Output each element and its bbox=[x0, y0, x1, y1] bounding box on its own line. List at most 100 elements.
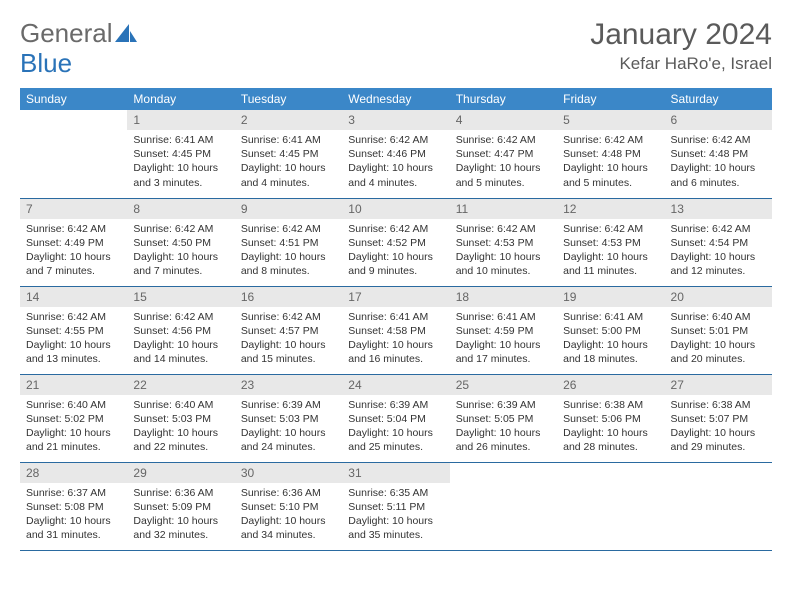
sunrise-text: Sunrise: 6:41 AM bbox=[456, 310, 551, 324]
day-number: 13 bbox=[665, 199, 772, 219]
day-header: Sunday bbox=[20, 88, 127, 110]
day-content: Sunrise: 6:42 AMSunset: 4:50 PMDaylight:… bbox=[127, 219, 234, 284]
daylight-text-1: Daylight: 10 hours bbox=[133, 161, 228, 175]
daylight-text-1: Daylight: 10 hours bbox=[348, 161, 443, 175]
sunrise-text: Sunrise: 6:42 AM bbox=[26, 310, 121, 324]
day-content: Sunrise: 6:40 AMSunset: 5:03 PMDaylight:… bbox=[127, 395, 234, 460]
day-number: 25 bbox=[450, 375, 557, 395]
day-content: Sunrise: 6:39 AMSunset: 5:05 PMDaylight:… bbox=[450, 395, 557, 460]
daylight-text-1: Daylight: 10 hours bbox=[241, 250, 336, 264]
day-content: Sunrise: 6:39 AMSunset: 5:04 PMDaylight:… bbox=[342, 395, 449, 460]
daylight-text-2: and 11 minutes. bbox=[563, 264, 658, 278]
day-number: 14 bbox=[20, 287, 127, 307]
day-number: 31 bbox=[342, 463, 449, 483]
day-cell: 8Sunrise: 6:42 AMSunset: 4:50 PMDaylight… bbox=[127, 198, 234, 286]
day-number: 12 bbox=[557, 199, 664, 219]
daylight-text-2: and 26 minutes. bbox=[456, 440, 551, 454]
daylight-text-1: Daylight: 10 hours bbox=[456, 426, 551, 440]
calendar-table: Sunday Monday Tuesday Wednesday Thursday… bbox=[20, 88, 772, 551]
sunrise-text: Sunrise: 6:39 AM bbox=[241, 398, 336, 412]
daylight-text-2: and 24 minutes. bbox=[241, 440, 336, 454]
daylight-text-1: Daylight: 10 hours bbox=[241, 514, 336, 528]
sunrise-text: Sunrise: 6:42 AM bbox=[26, 222, 121, 236]
day-content: Sunrise: 6:42 AMSunset: 4:49 PMDaylight:… bbox=[20, 219, 127, 284]
day-cell: 30Sunrise: 6:36 AMSunset: 5:10 PMDayligh… bbox=[235, 462, 342, 550]
day-content: Sunrise: 6:40 AMSunset: 5:02 PMDaylight:… bbox=[20, 395, 127, 460]
sunset-text: Sunset: 5:00 PM bbox=[563, 324, 658, 338]
day-header-row: Sunday Monday Tuesday Wednesday Thursday… bbox=[20, 88, 772, 110]
day-cell bbox=[450, 462, 557, 550]
location: Kefar HaRo'e, Israel bbox=[590, 54, 772, 74]
daylight-text-1: Daylight: 10 hours bbox=[133, 250, 228, 264]
day-content: Sunrise: 6:42 AMSunset: 4:55 PMDaylight:… bbox=[20, 307, 127, 372]
daylight-text-1: Daylight: 10 hours bbox=[241, 426, 336, 440]
daylight-text-2: and 28 minutes. bbox=[563, 440, 658, 454]
day-content: Sunrise: 6:39 AMSunset: 5:03 PMDaylight:… bbox=[235, 395, 342, 460]
day-cell: 3Sunrise: 6:42 AMSunset: 4:46 PMDaylight… bbox=[342, 110, 449, 198]
day-content: Sunrise: 6:42 AMSunset: 4:56 PMDaylight:… bbox=[127, 307, 234, 372]
day-cell: 17Sunrise: 6:41 AMSunset: 4:58 PMDayligh… bbox=[342, 286, 449, 374]
sunrise-text: Sunrise: 6:41 AM bbox=[241, 133, 336, 147]
daylight-text-2: and 14 minutes. bbox=[133, 352, 228, 366]
day-number: 15 bbox=[127, 287, 234, 307]
day-number bbox=[557, 463, 664, 483]
daylight-text-1: Daylight: 10 hours bbox=[456, 250, 551, 264]
day-content: Sunrise: 6:42 AMSunset: 4:48 PMDaylight:… bbox=[665, 130, 772, 195]
sunrise-text: Sunrise: 6:41 AM bbox=[133, 133, 228, 147]
sunset-text: Sunset: 5:09 PM bbox=[133, 500, 228, 514]
daylight-text-1: Daylight: 10 hours bbox=[348, 338, 443, 352]
daylight-text-1: Daylight: 10 hours bbox=[671, 161, 766, 175]
day-content: Sunrise: 6:42 AMSunset: 4:46 PMDaylight:… bbox=[342, 130, 449, 195]
sunset-text: Sunset: 5:10 PM bbox=[241, 500, 336, 514]
daylight-text-2: and 32 minutes. bbox=[133, 528, 228, 542]
daylight-text-1: Daylight: 10 hours bbox=[26, 338, 121, 352]
day-cell: 24Sunrise: 6:39 AMSunset: 5:04 PMDayligh… bbox=[342, 374, 449, 462]
day-number: 8 bbox=[127, 199, 234, 219]
day-cell: 29Sunrise: 6:36 AMSunset: 5:09 PMDayligh… bbox=[127, 462, 234, 550]
sunrise-text: Sunrise: 6:36 AM bbox=[133, 486, 228, 500]
day-content: Sunrise: 6:35 AMSunset: 5:11 PMDaylight:… bbox=[342, 483, 449, 548]
sunrise-text: Sunrise: 6:42 AM bbox=[563, 222, 658, 236]
daylight-text-2: and 7 minutes. bbox=[26, 264, 121, 278]
sunset-text: Sunset: 5:08 PM bbox=[26, 500, 121, 514]
week-row: 1Sunrise: 6:41 AMSunset: 4:45 PMDaylight… bbox=[20, 110, 772, 198]
daylight-text-1: Daylight: 10 hours bbox=[563, 250, 658, 264]
day-number: 21 bbox=[20, 375, 127, 395]
day-cell: 11Sunrise: 6:42 AMSunset: 4:53 PMDayligh… bbox=[450, 198, 557, 286]
day-cell: 1Sunrise: 6:41 AMSunset: 4:45 PMDaylight… bbox=[127, 110, 234, 198]
day-header: Wednesday bbox=[342, 88, 449, 110]
day-number: 2 bbox=[235, 110, 342, 130]
day-cell: 27Sunrise: 6:38 AMSunset: 5:07 PMDayligh… bbox=[665, 374, 772, 462]
day-number: 10 bbox=[342, 199, 449, 219]
day-number: 20 bbox=[665, 287, 772, 307]
sunrise-text: Sunrise: 6:37 AM bbox=[26, 486, 121, 500]
logo-sail-icon bbox=[115, 24, 137, 44]
daylight-text-2: and 10 minutes. bbox=[456, 264, 551, 278]
day-number: 27 bbox=[665, 375, 772, 395]
daylight-text-2: and 34 minutes. bbox=[241, 528, 336, 542]
day-content: Sunrise: 6:41 AMSunset: 4:45 PMDaylight:… bbox=[127, 130, 234, 195]
sunrise-text: Sunrise: 6:42 AM bbox=[133, 222, 228, 236]
sunrise-text: Sunrise: 6:41 AM bbox=[348, 310, 443, 324]
daylight-text-1: Daylight: 10 hours bbox=[563, 426, 658, 440]
sunset-text: Sunset: 4:50 PM bbox=[133, 236, 228, 250]
sunset-text: Sunset: 4:45 PM bbox=[133, 147, 228, 161]
calendar-body: 1Sunrise: 6:41 AMSunset: 4:45 PMDaylight… bbox=[20, 110, 772, 550]
daylight-text-1: Daylight: 10 hours bbox=[671, 338, 766, 352]
sunset-text: Sunset: 5:03 PM bbox=[241, 412, 336, 426]
sunrise-text: Sunrise: 6:40 AM bbox=[133, 398, 228, 412]
day-header: Friday bbox=[557, 88, 664, 110]
day-number: 9 bbox=[235, 199, 342, 219]
day-cell: 12Sunrise: 6:42 AMSunset: 4:53 PMDayligh… bbox=[557, 198, 664, 286]
daylight-text-2: and 12 minutes. bbox=[671, 264, 766, 278]
daylight-text-1: Daylight: 10 hours bbox=[348, 514, 443, 528]
logo-text-2: Blue bbox=[20, 48, 72, 79]
sunset-text: Sunset: 4:46 PM bbox=[348, 147, 443, 161]
day-cell: 15Sunrise: 6:42 AMSunset: 4:56 PMDayligh… bbox=[127, 286, 234, 374]
sunrise-text: Sunrise: 6:42 AM bbox=[671, 133, 766, 147]
week-row: 21Sunrise: 6:40 AMSunset: 5:02 PMDayligh… bbox=[20, 374, 772, 462]
day-content: Sunrise: 6:38 AMSunset: 5:07 PMDaylight:… bbox=[665, 395, 772, 460]
sunrise-text: Sunrise: 6:42 AM bbox=[671, 222, 766, 236]
sunrise-text: Sunrise: 6:40 AM bbox=[26, 398, 121, 412]
sunset-text: Sunset: 4:49 PM bbox=[26, 236, 121, 250]
